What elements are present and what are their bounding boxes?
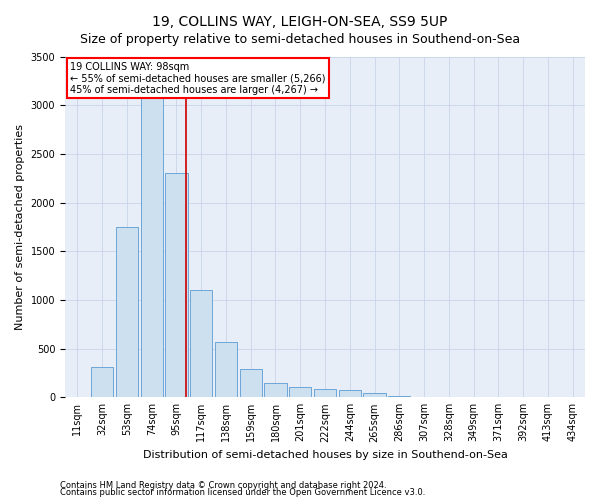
Bar bbox=[215, 342, 237, 398]
X-axis label: Distribution of semi-detached houses by size in Southend-on-Sea: Distribution of semi-detached houses by … bbox=[143, 450, 508, 460]
Bar bbox=[338, 390, 361, 398]
Bar bbox=[116, 227, 138, 398]
Bar bbox=[166, 174, 188, 398]
Bar bbox=[91, 367, 113, 398]
Bar bbox=[388, 396, 410, 398]
Bar bbox=[239, 369, 262, 398]
Text: 19, COLLINS WAY, LEIGH-ON-SEA, SS9 5UP: 19, COLLINS WAY, LEIGH-ON-SEA, SS9 5UP bbox=[152, 15, 448, 29]
Bar bbox=[314, 389, 336, 398]
Y-axis label: Number of semi-detached properties: Number of semi-detached properties bbox=[15, 124, 25, 330]
Text: Contains public sector information licensed under the Open Government Licence v3: Contains public sector information licen… bbox=[60, 488, 425, 497]
Bar bbox=[364, 393, 386, 398]
Bar bbox=[140, 96, 163, 398]
Bar bbox=[289, 386, 311, 398]
Text: Size of property relative to semi-detached houses in Southend-on-Sea: Size of property relative to semi-detach… bbox=[80, 32, 520, 46]
Text: 19 COLLINS WAY: 98sqm
← 55% of semi-detached houses are smaller (5,266)
45% of s: 19 COLLINS WAY: 98sqm ← 55% of semi-deta… bbox=[70, 62, 326, 95]
Text: Contains HM Land Registry data © Crown copyright and database right 2024.: Contains HM Land Registry data © Crown c… bbox=[60, 480, 386, 490]
Bar bbox=[190, 290, 212, 398]
Bar bbox=[265, 382, 287, 398]
